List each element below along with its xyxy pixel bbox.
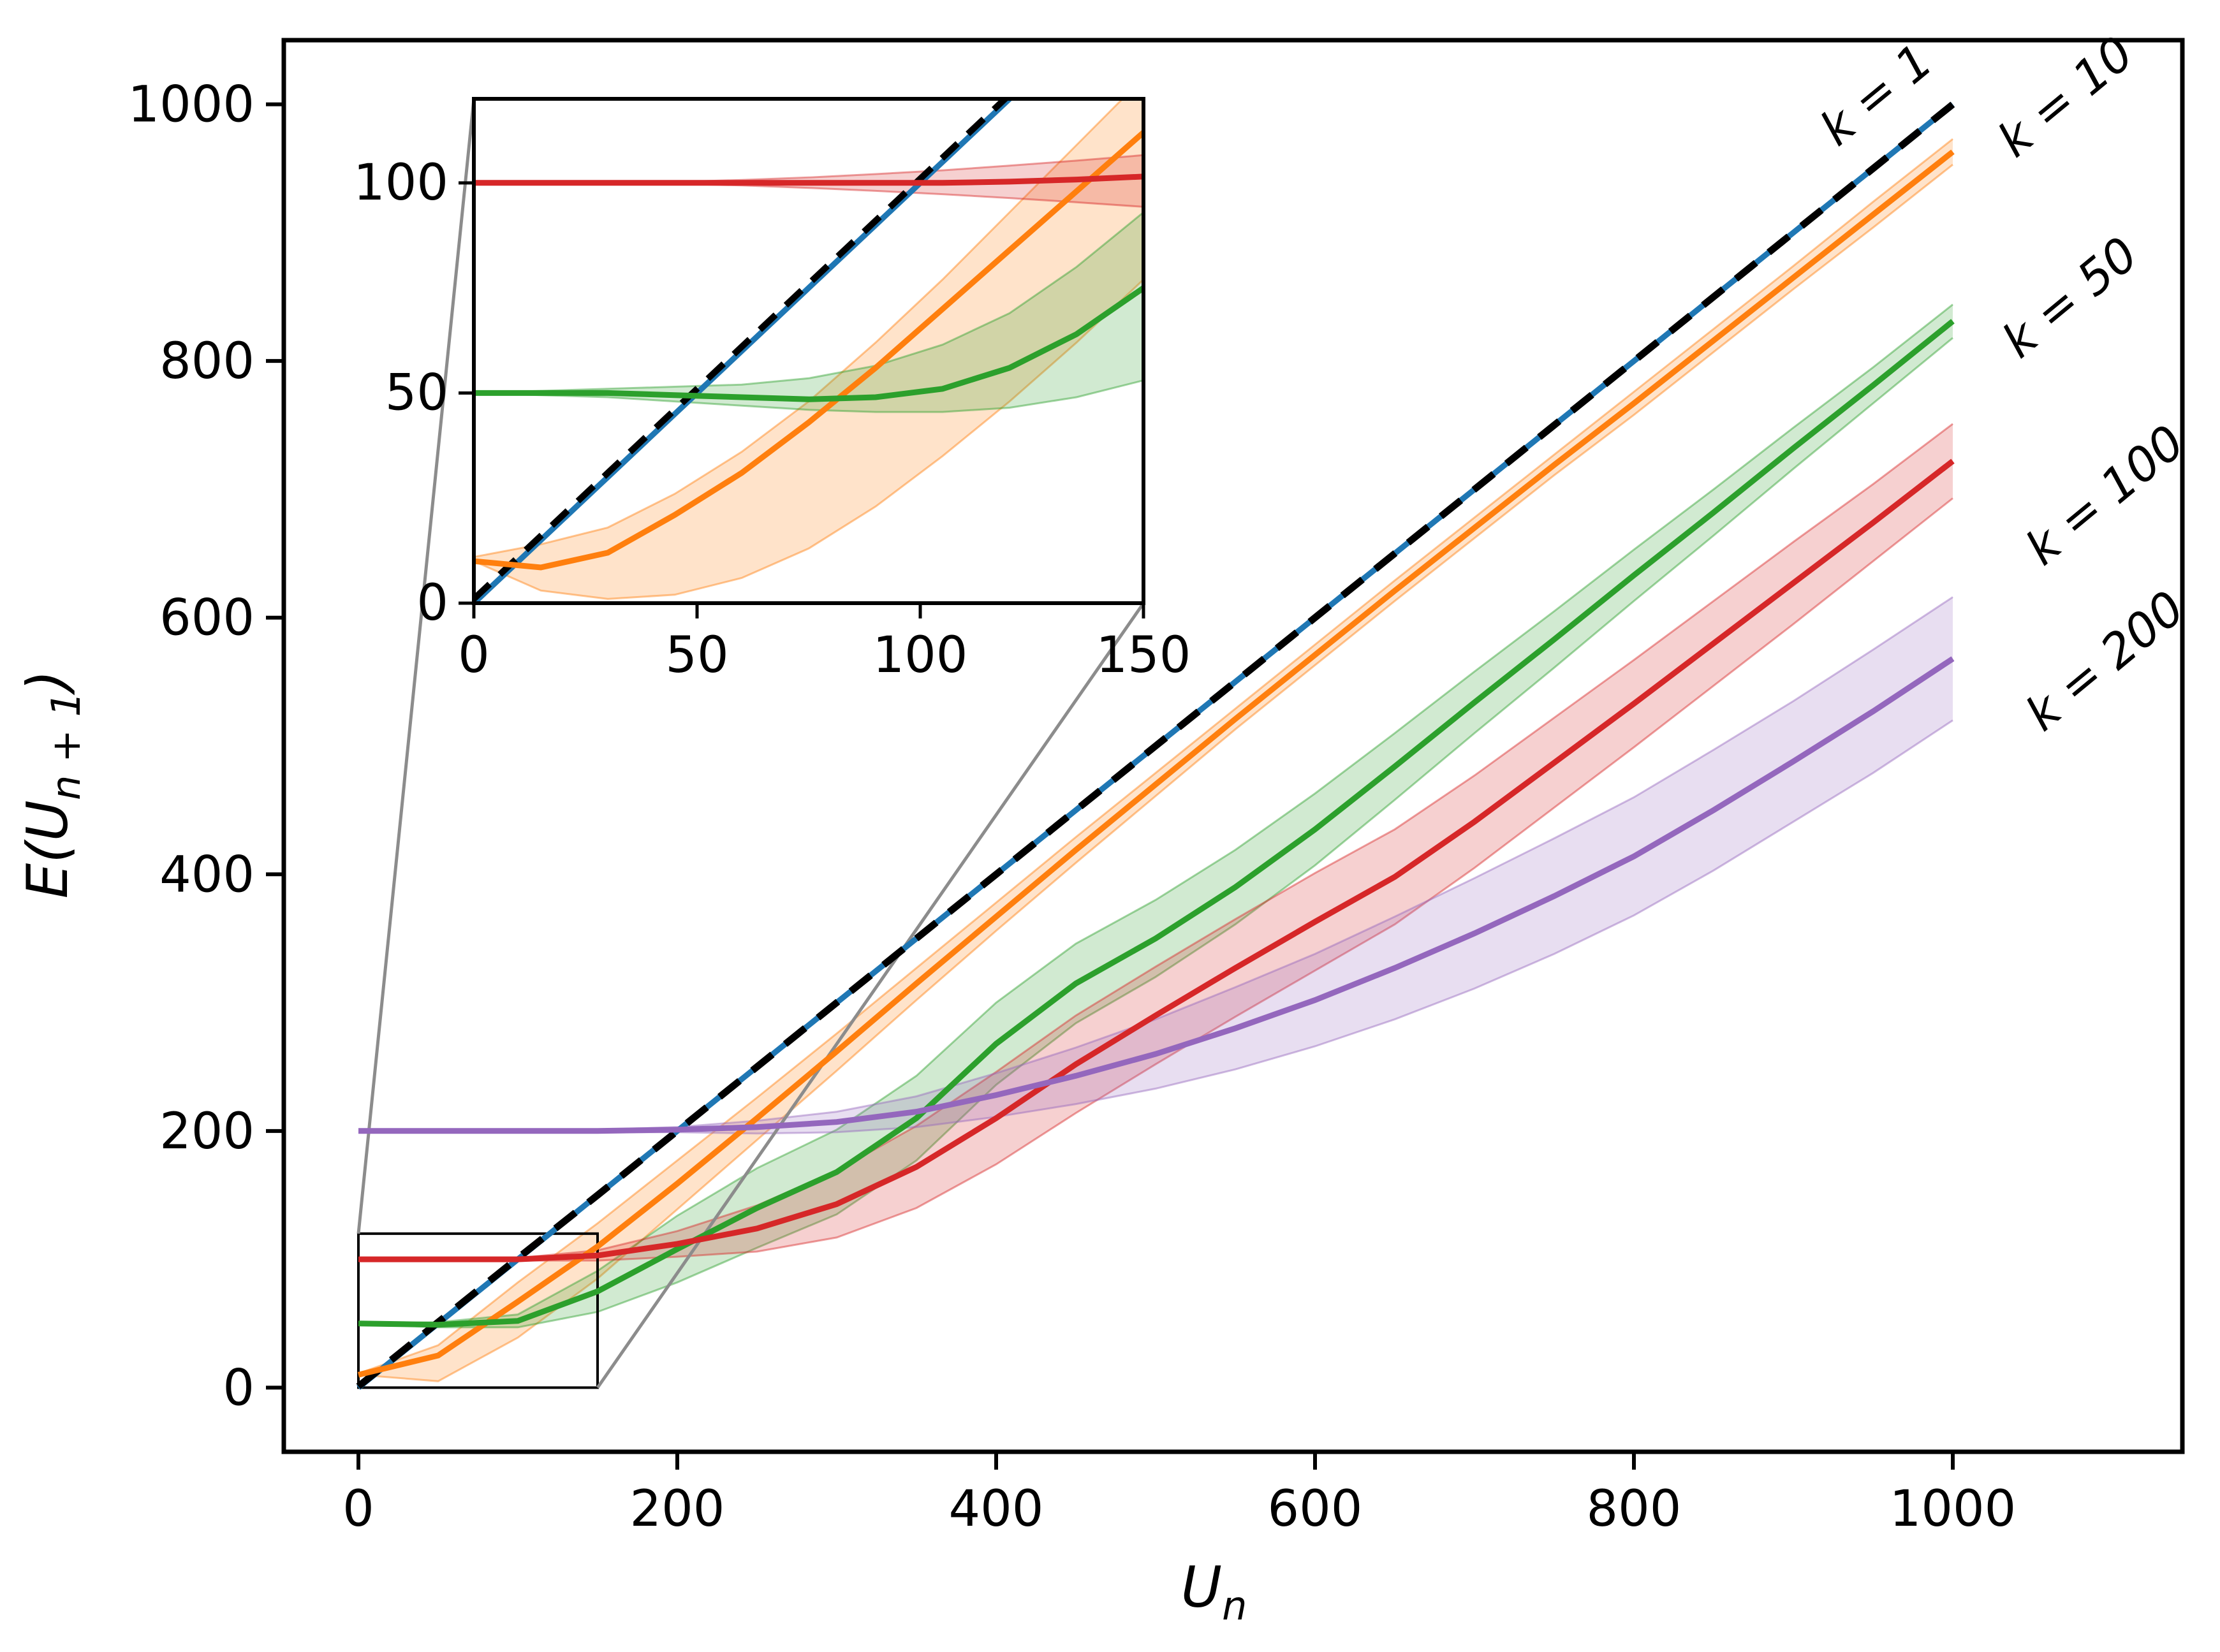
y-axis-label: E(Un + 1) [15, 670, 89, 899]
inset-content [474, 99, 1143, 603]
series-k1 [474, 99, 1010, 602]
series-label-k200: k = 200 [2016, 581, 2195, 742]
x-tick-label: 600 [1268, 1480, 1363, 1538]
inset-y-tick-label: 100 [353, 154, 448, 212]
zoom-rectangle [357, 1232, 599, 1389]
svg-text:E(Un + 1): E(Un + 1) [15, 670, 89, 899]
x-axis-label: Un [1181, 1554, 1247, 1629]
series-k200 [358, 656, 1955, 1134]
main-axes-spines [281, 38, 2185, 1454]
x-tick-label: 0 [342, 1480, 374, 1538]
band-k100 [358, 423, 1953, 1262]
x-tick-label: 400 [949, 1480, 1044, 1538]
x-tick-label: 1000 [1890, 1480, 2017, 1538]
series-label-k10: k = 10 [1988, 26, 2144, 168]
inset-x-tick-label: 50 [665, 627, 728, 684]
inset-y-tick-label: 50 [385, 364, 448, 421]
inset-connector-lines [357, 98, 1145, 1389]
series-k1 [356, 101, 1955, 1389]
y-tick-label: 1000 [128, 77, 254, 134]
band-k10 [358, 138, 1953, 1382]
main-axes-lines [356, 101, 1955, 1390]
y-tick-label: 200 [159, 1103, 254, 1160]
inset-y-tick-label: 0 [416, 574, 448, 632]
inset-x-tick-label: 0 [458, 627, 490, 684]
series-k10 [357, 149, 1955, 1378]
series-label-k100: k = 100 [2016, 415, 2195, 576]
series-label-k50: k = 50 [1992, 227, 2149, 369]
inset-x-tick-label: 100 [873, 627, 968, 684]
series-k100 [474, 173, 1143, 186]
connector-left [357, 98, 476, 1234]
connector-right [596, 602, 1145, 1389]
series-k100 [358, 458, 1955, 1262]
inset-spines [472, 97, 1145, 605]
inset-axes: 0 50 100 150 0 50 100 [353, 97, 1191, 684]
y-tick-label: 400 [159, 846, 254, 903]
series-k50 [358, 319, 1955, 1328]
series-label-k1: k = 1 [1810, 34, 1943, 157]
inset-x-tick-label: 150 [1096, 627, 1191, 684]
y-tick-label: 800 [159, 333, 254, 390]
series-k50 [474, 285, 1143, 402]
x-tick-label: 200 [630, 1480, 725, 1538]
y-tick-label: 600 [159, 590, 254, 647]
y-tick-label: 0 [223, 1359, 254, 1417]
series-k10 [474, 130, 1143, 571]
x-tick-label: 800 [1587, 1480, 1682, 1538]
band-k50 [474, 211, 1143, 413]
main-axes-frame: 0 200 400 600 800 100002004006008001000UnE(Un… [15, 38, 2185, 1629]
